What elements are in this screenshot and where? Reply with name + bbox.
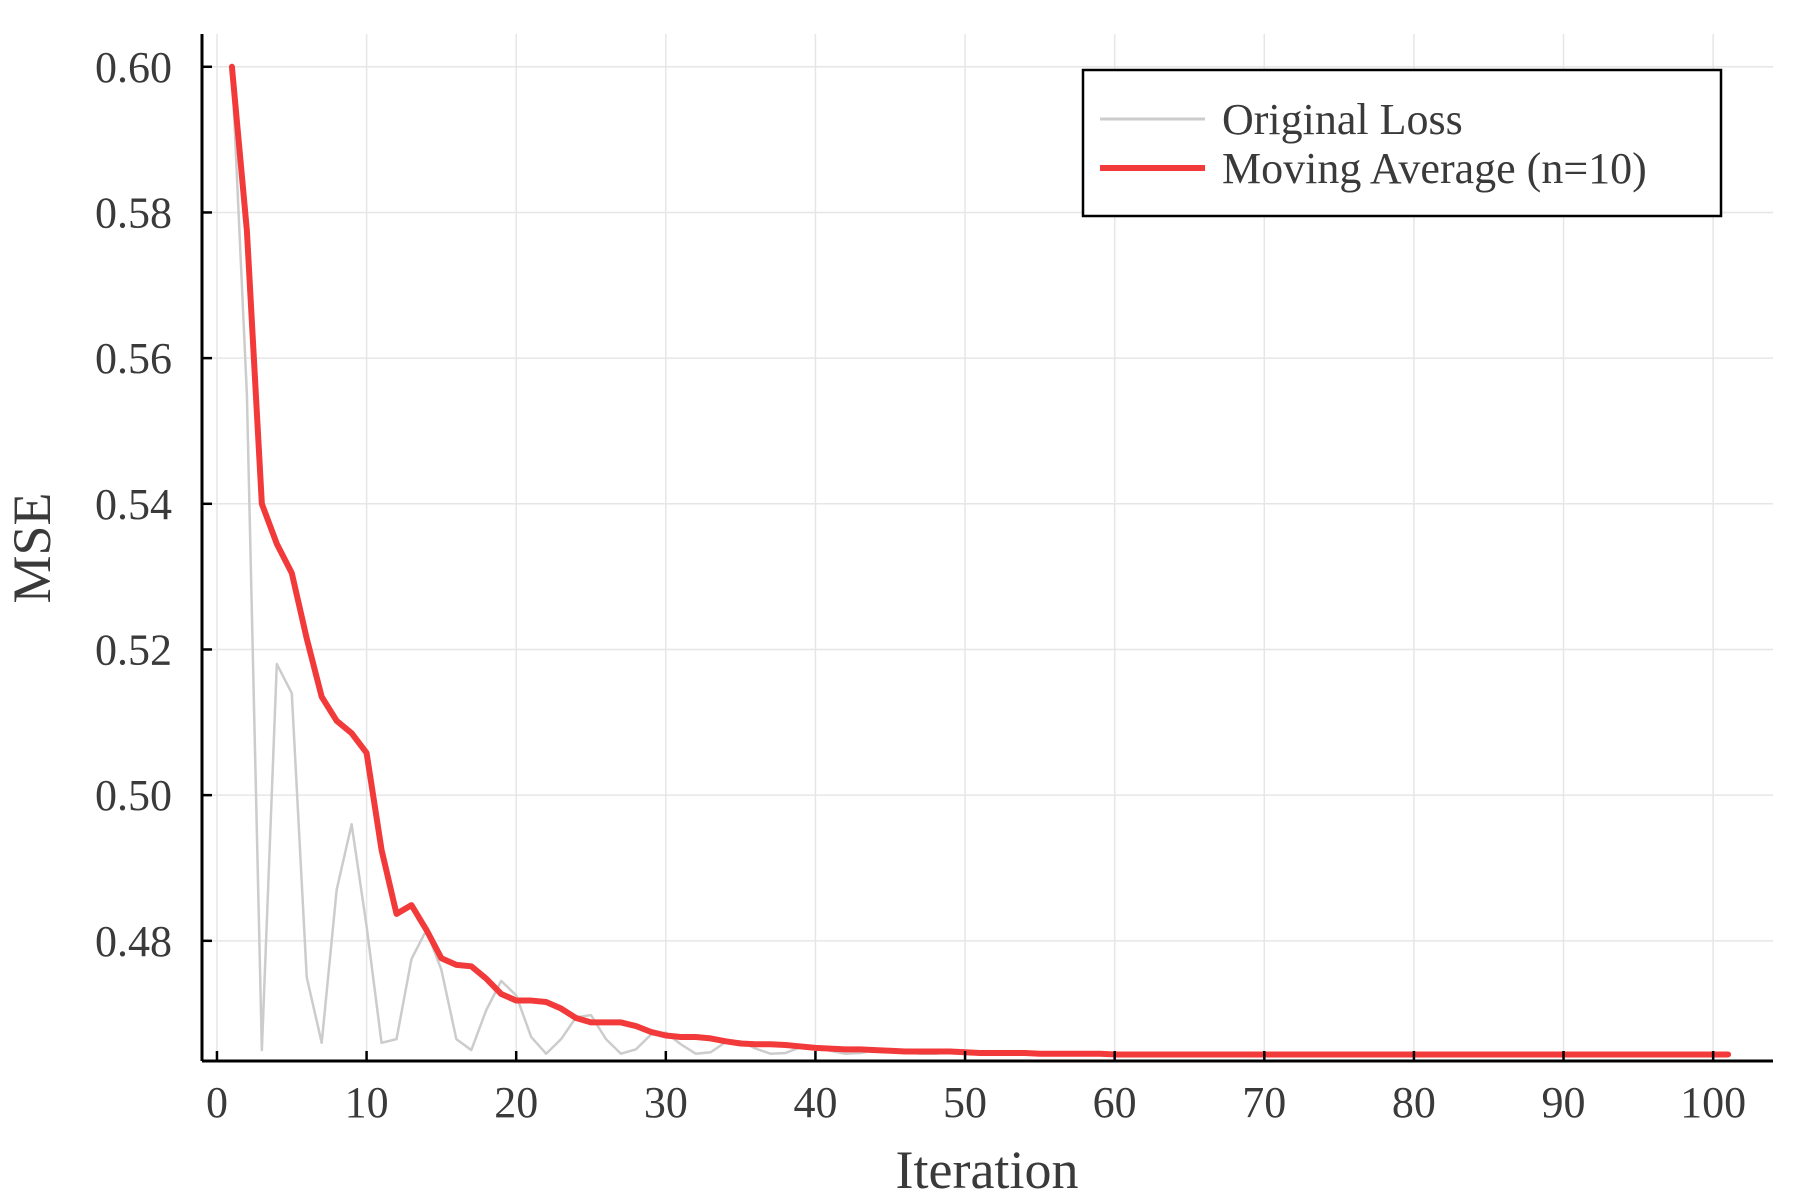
y-tick-label: 0.50 bbox=[95, 771, 172, 820]
moving-average-line bbox=[228, 63, 1732, 1058]
x-tick-label: 100 bbox=[1680, 1078, 1746, 1127]
ticks: 0 10 20 30 40 50 60 70 80 90 100 0.48 0.50 0.52 0.54 0.… bbox=[95, 43, 1746, 1127]
x-tick-label: 20 bbox=[494, 1078, 538, 1127]
y-axis-title: MSE bbox=[2, 492, 62, 603]
x-tick-label: 30 bbox=[644, 1078, 688, 1127]
axes bbox=[200, 34, 1773, 1063]
x-tick-label: 70 bbox=[1242, 1078, 1286, 1127]
legend-label-moving-average: Moving Average (n=10) bbox=[1222, 144, 1647, 193]
x-tick-label: 80 bbox=[1392, 1078, 1436, 1127]
y-tick-label: 0.56 bbox=[95, 334, 172, 383]
x-tick-label: 40 bbox=[793, 1078, 837, 1127]
y-tick-label: 0.58 bbox=[95, 188, 172, 237]
legend-label-original-loss: Original Loss bbox=[1222, 95, 1463, 144]
x-tick-label: 60 bbox=[1093, 1078, 1137, 1127]
legend: Original Loss Moving Average (n=10) bbox=[1081, 68, 1723, 218]
y-tick-label: 0.52 bbox=[95, 625, 172, 674]
x-axis-title: Iteration bbox=[896, 1140, 1079, 1200]
y-tick-label: 0.60 bbox=[95, 43, 172, 92]
x-tick-label: 0 bbox=[206, 1078, 228, 1127]
y-tick-label: 0.54 bbox=[95, 480, 172, 529]
y-tick-label: 0.48 bbox=[95, 917, 172, 966]
x-tick-label: 10 bbox=[345, 1078, 389, 1127]
legend-box bbox=[1081, 68, 1723, 218]
x-tick-label: 50 bbox=[943, 1078, 987, 1127]
x-tick-label: 90 bbox=[1542, 1078, 1586, 1127]
series-layer bbox=[228, 63, 1732, 1058]
